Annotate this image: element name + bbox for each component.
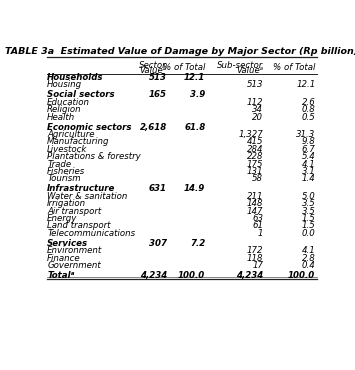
- Text: 148: 148: [247, 199, 263, 208]
- Text: 631: 631: [149, 184, 167, 194]
- Text: 2,618: 2,618: [140, 122, 167, 131]
- Text: Economic sectors: Economic sectors: [47, 122, 132, 131]
- Text: Telecommunications: Telecommunications: [47, 229, 135, 238]
- Text: Trade: Trade: [47, 159, 71, 169]
- Text: Tourism: Tourism: [47, 174, 81, 184]
- Text: 100.0: 100.0: [288, 271, 315, 280]
- Text: Sector: Sector: [139, 61, 167, 70]
- Text: 2.8: 2.8: [302, 253, 315, 263]
- Text: 228: 228: [247, 152, 263, 161]
- Text: 0.8: 0.8: [302, 105, 315, 114]
- Text: 5.4: 5.4: [302, 152, 315, 161]
- Text: 61.8: 61.8: [184, 122, 205, 131]
- Text: 100.0: 100.0: [178, 271, 205, 280]
- Text: 0.5: 0.5: [302, 112, 315, 122]
- Text: 6.7: 6.7: [302, 145, 315, 154]
- Text: 14.9: 14.9: [184, 184, 205, 194]
- Text: 1.5: 1.5: [302, 214, 315, 223]
- Text: 147: 147: [247, 206, 263, 216]
- Text: Households: Households: [47, 73, 104, 82]
- Text: Religion: Religion: [47, 105, 82, 114]
- Text: 7.2: 7.2: [190, 239, 205, 248]
- Text: 284: 284: [247, 145, 263, 154]
- Text: Land transport: Land transport: [47, 221, 111, 231]
- Text: 415: 415: [247, 137, 263, 147]
- Text: 5.0: 5.0: [302, 192, 315, 201]
- Text: Valueᵃ: Valueᵃ: [140, 66, 167, 75]
- Text: 0.0: 0.0: [302, 229, 315, 238]
- Text: 0.4: 0.4: [302, 261, 315, 270]
- Text: Services: Services: [47, 239, 88, 248]
- Text: 4,234: 4,234: [236, 271, 263, 280]
- Text: 165: 165: [149, 90, 167, 99]
- Text: 17: 17: [252, 261, 263, 270]
- Text: Valueᵃ: Valueᵃ: [236, 66, 263, 75]
- Text: Social sectors: Social sectors: [47, 90, 115, 99]
- Text: Health: Health: [47, 112, 75, 122]
- Text: % of Total: % of Total: [163, 64, 205, 73]
- Text: 31.3: 31.3: [296, 130, 315, 139]
- Text: 61: 61: [252, 221, 263, 231]
- Text: 513: 513: [247, 80, 263, 90]
- Text: 307: 307: [149, 239, 167, 248]
- Text: 1,327: 1,327: [238, 130, 263, 139]
- Text: 118: 118: [247, 253, 263, 263]
- Text: 1.4: 1.4: [302, 174, 315, 184]
- Text: Sub-sector: Sub-sector: [217, 61, 263, 70]
- Text: 211: 211: [247, 192, 263, 201]
- Text: 3.5: 3.5: [302, 199, 315, 208]
- Text: 112: 112: [247, 98, 263, 107]
- Text: 3.5: 3.5: [302, 206, 315, 216]
- Text: 4,234: 4,234: [140, 271, 167, 280]
- Text: Irrigation: Irrigation: [47, 199, 86, 208]
- Text: 63: 63: [252, 214, 263, 223]
- Text: % of Total: % of Total: [273, 64, 315, 73]
- Text: Water & sanitation: Water & sanitation: [47, 192, 127, 201]
- Text: Plantations & forestry: Plantations & forestry: [47, 152, 141, 161]
- Text: Housing: Housing: [47, 80, 82, 90]
- Text: 4.1: 4.1: [302, 159, 315, 169]
- Text: Finance: Finance: [47, 253, 81, 263]
- Text: 172: 172: [247, 246, 263, 255]
- Text: 34: 34: [252, 105, 263, 114]
- Text: Government: Government: [47, 261, 101, 270]
- Text: Air transport: Air transport: [47, 206, 102, 216]
- Text: 1: 1: [258, 229, 263, 238]
- Text: 131: 131: [247, 167, 263, 176]
- Text: Totalᵃ: Totalᵃ: [47, 271, 75, 280]
- Text: 513: 513: [149, 73, 167, 82]
- Text: Fisheries: Fisheries: [47, 167, 85, 176]
- Text: Education: Education: [47, 98, 90, 107]
- Text: Environment: Environment: [47, 246, 102, 255]
- Text: 3.1: 3.1: [302, 167, 315, 176]
- Text: 58: 58: [252, 174, 263, 184]
- Text: 20: 20: [252, 112, 263, 122]
- Text: Livestock: Livestock: [47, 145, 87, 154]
- Text: 2.6: 2.6: [302, 98, 315, 107]
- Text: 1.5: 1.5: [302, 221, 315, 231]
- Text: Energy: Energy: [47, 214, 77, 223]
- Text: 3.9: 3.9: [190, 90, 205, 99]
- Text: 4.1: 4.1: [302, 246, 315, 255]
- Text: Agriculture: Agriculture: [47, 130, 95, 139]
- Text: Manufacturing: Manufacturing: [47, 137, 110, 147]
- Text: 9.8: 9.8: [302, 137, 315, 147]
- Text: 12.1: 12.1: [296, 80, 315, 90]
- Text: Infrastructure: Infrastructure: [47, 184, 115, 194]
- Text: TABLE 3a  Estimated Value of Damage by Major Sector (Rp billion): TABLE 3a Estimated Value of Damage by Ma…: [5, 47, 355, 56]
- Text: 175: 175: [247, 159, 263, 169]
- Text: 12.1: 12.1: [184, 73, 205, 82]
